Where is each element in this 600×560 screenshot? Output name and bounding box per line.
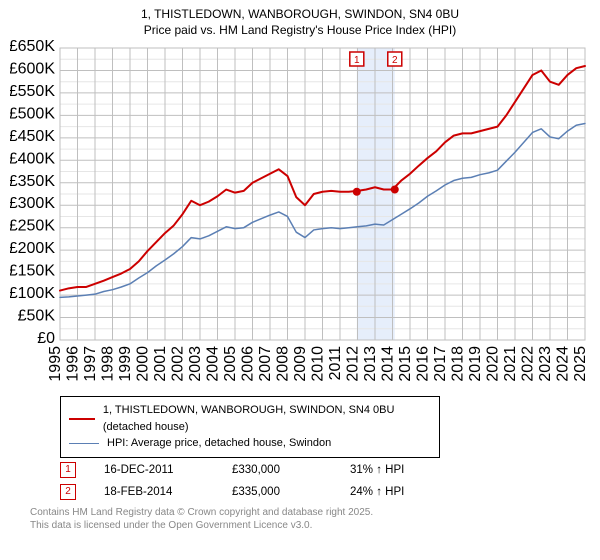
y-tick-label: £150K (10, 263, 55, 280)
footer-attribution: Contains HM Land Registry data © Crown c… (30, 506, 590, 532)
transaction-badge: 1 (60, 462, 76, 478)
x-tick-label: 2002 (170, 346, 187, 382)
x-tick-label: 1999 (117, 346, 134, 382)
y-tick-label: £450K (10, 128, 55, 145)
legend-swatch (69, 418, 95, 420)
transaction-price: £335,000 (232, 486, 322, 498)
x-tick-label: 2004 (205, 346, 222, 382)
chart-title-block: 1, THISTLEDOWN, WANBOROUGH, SWINDON, SN4… (0, 0, 600, 40)
y-tick-label: £100K (10, 285, 55, 302)
x-tick-label: 2001 (152, 346, 169, 382)
x-tick-label: 2013 (362, 346, 379, 382)
y-tick-label: £400K (10, 151, 55, 168)
legend-box: 1, THISTLEDOWN, WANBOROUGH, SWINDON, SN4… (60, 396, 440, 458)
x-tick-label: 2018 (450, 346, 467, 382)
y-tick-label: £250K (10, 218, 55, 235)
chart-container: £0 £50K £100K £150K £200K £250K £300K £350K £400… (10, 40, 590, 390)
y-tick-label: £650K (10, 40, 55, 55)
transaction-row: 1 16-DEC-2011 £330,000 31% ↑ HPI (60, 462, 590, 478)
x-tick-label: 2019 (467, 346, 484, 382)
y-tick-label: £50K (18, 308, 56, 325)
x-tick-label: 2010 (310, 346, 327, 382)
x-tick-label: 2015 (397, 346, 414, 382)
x-tick-label: 1998 (100, 346, 117, 382)
legend-row: HPI: Average price, detached house, Swin… (69, 435, 431, 452)
marker-dot-2 (391, 186, 399, 194)
legend-label: HPI: Average price, detached house, Swin… (107, 435, 331, 452)
x-tick-label: 1997 (82, 346, 99, 382)
y-tick-label: £200K (10, 241, 55, 258)
x-tick-label: 2007 (257, 346, 274, 382)
title-subtitle: Price paid vs. HM Land Registry's House … (10, 22, 590, 38)
legend-swatch (69, 443, 99, 444)
legend-row: 1, THISTLEDOWN, WANBOROUGH, SWINDON, SN4… (69, 402, 431, 435)
transaction-delta: 24% ↑ HPI (350, 486, 404, 498)
x-tick-label: 1995 (47, 346, 64, 382)
transaction-row: 2 18-FEB-2014 £335,000 24% ↑ HPI (60, 484, 590, 500)
marker-dot-1 (353, 188, 361, 196)
x-tick-label: 2017 (432, 346, 449, 382)
x-tick-label: 2009 (292, 346, 309, 382)
x-tick-label: 2012 (345, 346, 362, 382)
x-tick-label: 2016 (415, 346, 432, 382)
x-tick-label: 2000 (135, 346, 152, 382)
y-tick-label: £600K (10, 61, 55, 78)
x-tick-label: 2021 (502, 346, 519, 382)
x-tick-label: 2020 (485, 346, 502, 382)
transaction-rows: 1 16-DEC-2011 £330,000 31% ↑ HPI 2 18-FEB-201… (60, 462, 590, 500)
y-tick-label: £550K (10, 83, 55, 100)
x-tick-label: 2014 (380, 346, 397, 382)
transaction-delta: 31% ↑ HPI (350, 464, 404, 476)
y-tick-label: £0 (37, 330, 55, 347)
y-tick-label: £300K (10, 196, 55, 213)
x-tick-label: 2024 (555, 346, 572, 382)
x-tick-label: 2023 (537, 346, 554, 382)
y-tick-label: £350K (10, 173, 55, 190)
footer-line-1: Contains HM Land Registry data © Crown c… (30, 506, 590, 519)
transaction-badge: 2 (60, 484, 76, 500)
x-tick-label: 2006 (240, 346, 257, 382)
title-address: 1, THISTLEDOWN, WANBOROUGH, SWINDON, SN4… (10, 6, 590, 22)
transaction-date: 18-FEB-2014 (104, 486, 204, 498)
price-chart: £0 £50K £100K £150K £200K £250K £300K £350K £400… (10, 40, 590, 390)
x-tick-label: 2003 (187, 346, 204, 382)
x-tick-label: 1996 (65, 346, 82, 382)
transaction-price: £330,000 (232, 464, 322, 476)
marker-badge-label-1: 1 (354, 55, 360, 66)
x-tick-label: 2022 (520, 346, 537, 382)
footer-line-2: This data is licensed under the Open Gov… (30, 519, 590, 532)
x-tick-label: 2008 (275, 346, 292, 382)
transaction-date: 16-DEC-2011 (104, 464, 204, 476)
x-tick-label: 2005 (222, 346, 239, 382)
x-tick-label: 2011 (327, 346, 344, 381)
y-tick-label: £500K (10, 106, 55, 123)
marker-badge-label-2: 2 (392, 55, 398, 66)
x-tick-label: 2025 (572, 346, 589, 382)
legend-label: 1, THISTLEDOWN, WANBOROUGH, SWINDON, SN4… (103, 402, 431, 435)
